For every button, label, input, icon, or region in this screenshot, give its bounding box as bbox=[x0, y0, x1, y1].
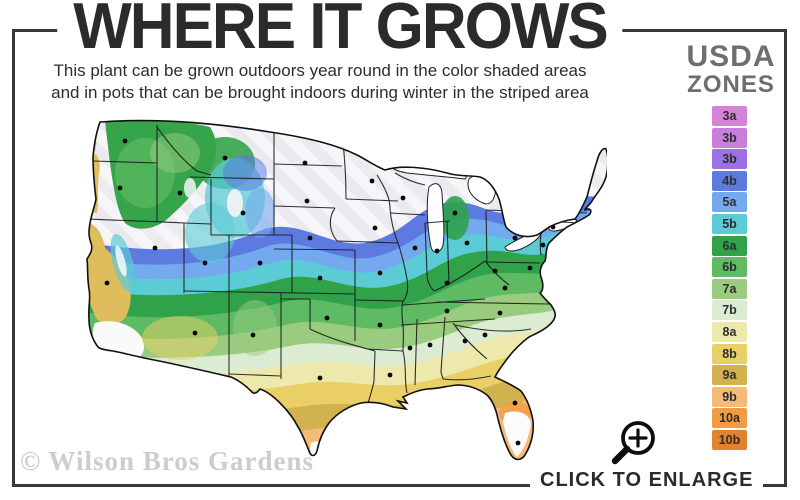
magnifier-plus-icon[interactable] bbox=[605, 414, 655, 471]
zone-chip-3a: 3a bbox=[712, 106, 747, 126]
subtitle: This plant can be grown outdoors year ro… bbox=[30, 60, 610, 105]
usda-heading-line2: ZONES bbox=[687, 71, 775, 98]
page-title: WHERE IT GROWS bbox=[57, 0, 623, 60]
zone-legend: 3a 3b 3b 4b 5a 5b 6a 6b 7a 7b 8a 8b 9a 9b 10a 10b bbox=[712, 106, 748, 452]
us-hardiness-map-svg bbox=[86, 119, 609, 461]
zone-chip-9b: 9b bbox=[712, 386, 747, 407]
usda-heading-line1: USDA bbox=[686, 40, 776, 73]
subtitle-line-1: This plant can be grown outdoors year ro… bbox=[53, 61, 587, 80]
zone-chip-5b: 5b bbox=[712, 213, 747, 234]
zone-chip-10b: 10b bbox=[712, 429, 747, 450]
zone-chip-6b: 6b bbox=[712, 257, 747, 278]
zone-chip-9a: 9a bbox=[712, 365, 747, 386]
subtitle-line-2: and in pots that can be brought indoors … bbox=[51, 83, 589, 103]
zone-chip-8a: 8a bbox=[712, 321, 747, 342]
zone-chip-7a: 7a bbox=[712, 278, 747, 299]
zone-chip-3b: 3b bbox=[712, 127, 747, 148]
zone-chip-4b: 4b bbox=[712, 170, 747, 191]
zone-chip-8b: 8b bbox=[712, 343, 747, 364]
zone-chip-5a: 5a bbox=[712, 192, 747, 213]
state-borders bbox=[87, 125, 588, 404]
usda-zone-map bbox=[85, 113, 609, 465]
click-to-enlarge-button[interactable]: CLICK TO ENLARGE bbox=[530, 469, 764, 492]
usda-zones-heading: USDA ZONES bbox=[676, 40, 786, 98]
map-fill-layers bbox=[87, 120, 608, 460]
zone-chip-7b: 7b bbox=[712, 300, 747, 321]
us-outline bbox=[86, 119, 609, 461]
zone-chip-6a: 6a bbox=[712, 235, 747, 256]
zone-chip-3b: 3b bbox=[712, 149, 747, 170]
zone-chip-10a: 10a bbox=[712, 408, 747, 429]
